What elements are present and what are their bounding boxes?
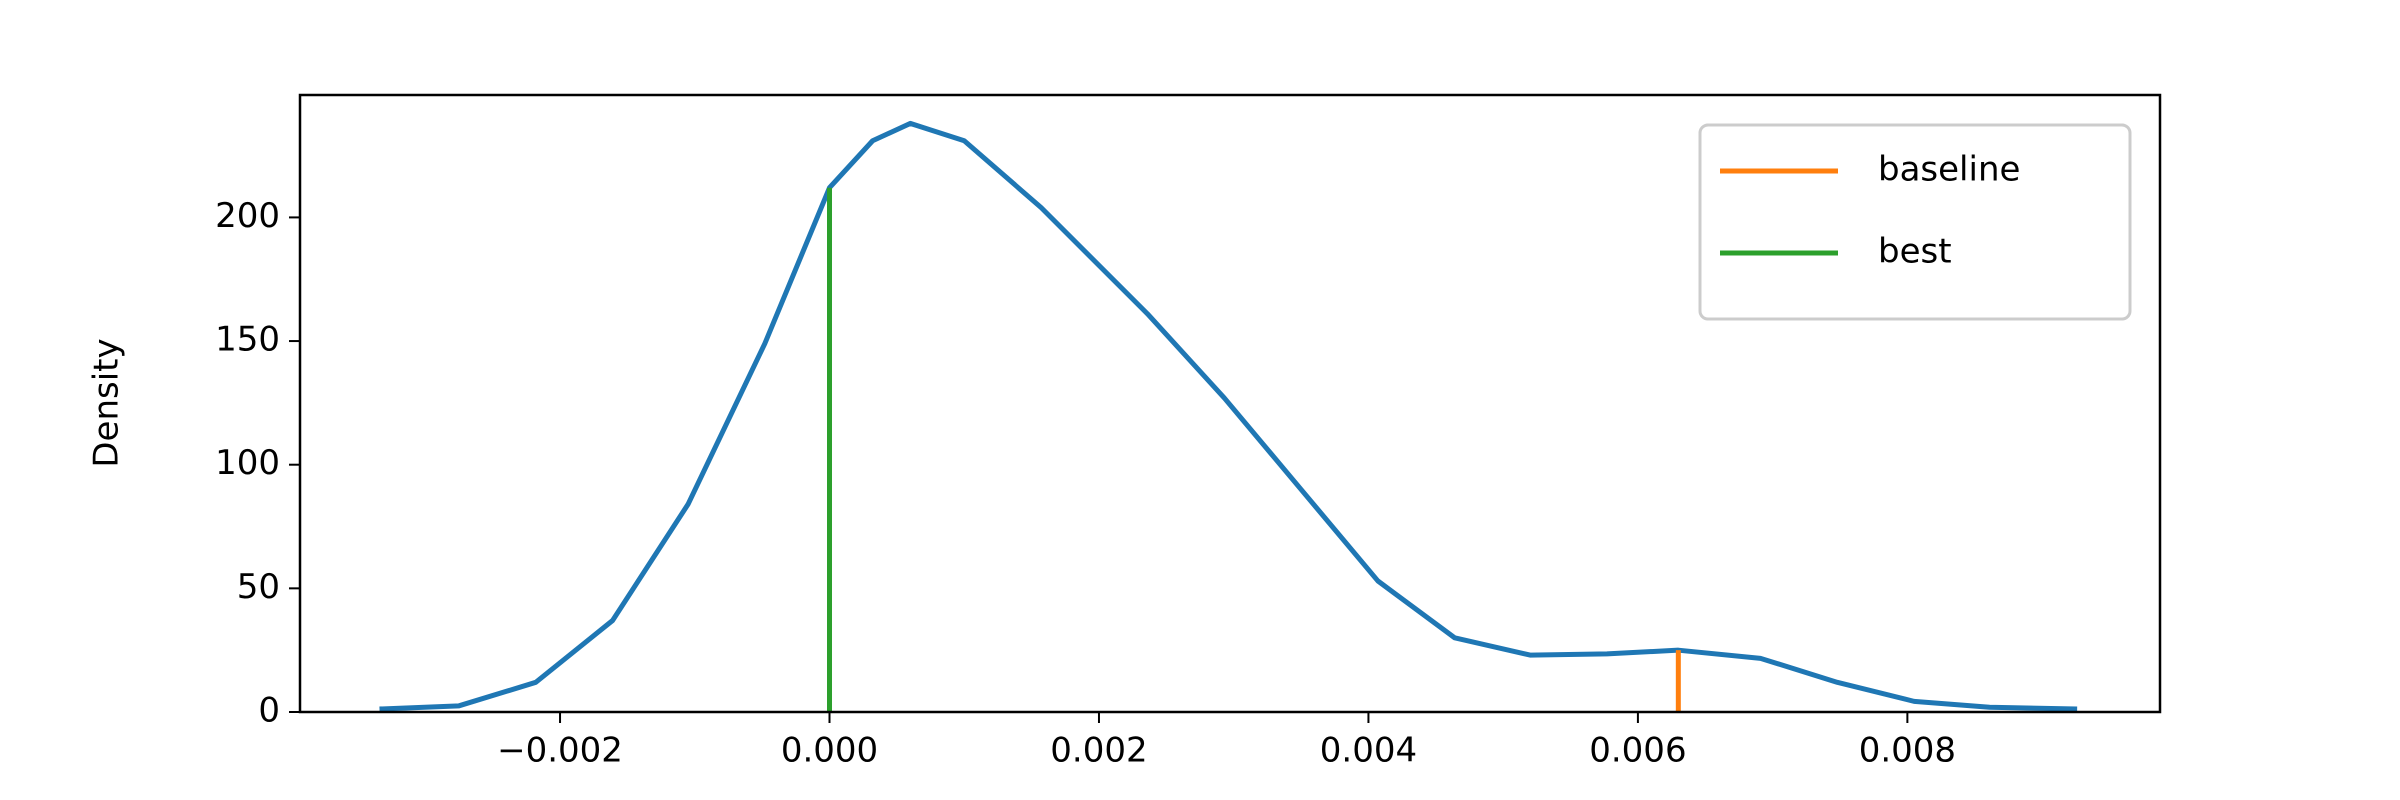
legend-label: best (1878, 232, 1952, 272)
x-tick-label: 0.000 (781, 731, 878, 771)
axes-frame (298, 93, 2162, 714)
y-tick-label: 100 (215, 443, 280, 483)
y-tick-label: 200 (215, 196, 280, 236)
legend: baseline best (1698, 123, 2132, 321)
x-tick-label: −0.002 (497, 731, 623, 771)
y-tick-label: 150 (215, 320, 280, 360)
density-curve (379, 120, 2078, 712)
y-tick-label: 0 (258, 691, 280, 731)
y-axis-label: Density (87, 338, 127, 467)
x-tick-label: 0.002 (1050, 731, 1147, 771)
legend-label: baseline (1878, 150, 2020, 190)
x-tick-label: 0.004 (1320, 731, 1417, 771)
x-tick-label: 0.006 (1589, 731, 1686, 771)
y-tick-label: 50 (237, 567, 280, 607)
x-tick-label: 0.008 (1859, 731, 1956, 771)
